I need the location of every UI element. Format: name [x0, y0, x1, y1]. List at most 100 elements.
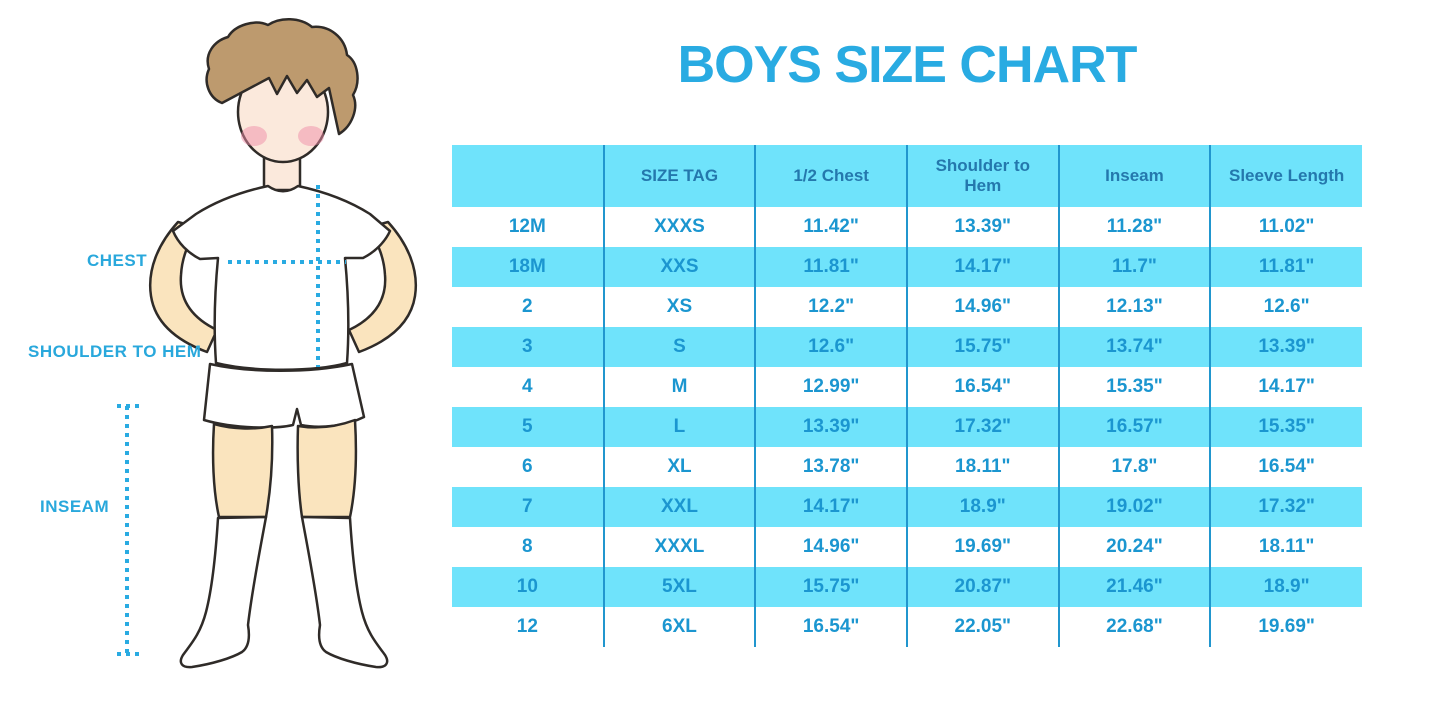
table-cell: 16.54" [1209, 447, 1362, 487]
table-cell: XXXL [602, 527, 756, 567]
table-cell: 11.42" [754, 207, 907, 247]
table-cell: 15.75" [754, 567, 907, 607]
table-header-row: SIZE TAG 1/2 Chest Shoulder to Hem Inseam Sl… [452, 145, 1362, 207]
table-cell: 12.6" [754, 327, 907, 367]
table-cell: 15.35" [1057, 367, 1211, 407]
table-cell: 15.75" [905, 327, 1059, 367]
table-cell: 18.11" [1209, 527, 1362, 567]
table-cell: 18.9" [1209, 567, 1362, 607]
table-cell: 16.54" [754, 607, 907, 647]
table-cell: 11.28" [1057, 207, 1211, 247]
column-header: 1/2 Chest [754, 145, 907, 207]
table-cell: 13.74" [1057, 327, 1211, 367]
table-cell: 13.78" [754, 447, 907, 487]
table-cell: 12.99" [754, 367, 907, 407]
table-row: 6 XL 13.78" 18.11" 17.8" 16.54" [452, 447, 1362, 487]
table-cell: 8 [522, 536, 533, 557]
table-cell: 19.02" [1057, 487, 1211, 527]
left-thigh [211, 422, 274, 519]
page-title: BOYS SIZE CHART [677, 36, 1138, 94]
t-shirt [171, 184, 392, 371]
inseam-label: INSEAM [40, 497, 110, 516]
shorts [202, 362, 366, 429]
right-sock [300, 515, 389, 669]
table-cell: 11.7" [1057, 247, 1211, 287]
chest-label: CHEST [87, 251, 148, 270]
table-cell: 5XL [602, 567, 756, 607]
table-cell: 10 [452, 567, 604, 607]
table-cell: 14.96" [905, 287, 1059, 327]
table-cell: 18.11" [905, 447, 1059, 487]
right-thigh [296, 418, 358, 519]
table-cell: 11.81" [1209, 247, 1362, 287]
table-cell: 22.68" [1057, 607, 1211, 647]
table-cell: 17.32" [905, 407, 1059, 447]
table-cell: 12 [516, 616, 538, 637]
hair [205, 18, 359, 136]
left-arm [148, 220, 219, 354]
table-cell: 5 [452, 407, 604, 447]
table-body: 12M XXXS 11.42" 13.39" 11.28" 11.02" 18M XXS 11.… [452, 207, 1362, 647]
table-row: 10 5XL 15.75" 20.87" 21.46" 18.9" [452, 567, 1362, 607]
table-cell: XXXS [602, 207, 756, 247]
table-row: 18M XXS 11.81" 14.17" 11.7" 11.81" [452, 247, 1362, 287]
table-cell: 19.69" [1209, 607, 1362, 647]
table-cell: 13.39" [905, 207, 1059, 247]
column-header: Sleeve Length [1209, 145, 1362, 207]
table-cell: 14.96" [754, 527, 907, 567]
table-row: 3 S 12.6" 15.75" 13.74" 13.39" [452, 327, 1362, 367]
table-cell: XXL [602, 487, 756, 527]
table-cell: 4 [522, 376, 533, 397]
table-cell: 7 [452, 487, 604, 527]
table-cell: 17.8" [1057, 447, 1211, 487]
table-row: 4 M 12.99" 16.54" 15.35" 14.17" [452, 367, 1362, 407]
table-cell: 11.81" [754, 247, 907, 287]
shoulder-to-hem-label: SHOULDER TO HEM [28, 342, 202, 361]
table-row: 12M XXXS 11.42" 13.39" 11.28" 11.02" [452, 207, 1362, 247]
size-table: SIZE TAG 1/2 Chest Shoulder to Hem Inseam Sl… [452, 145, 1362, 647]
boy-illustration [117, 18, 418, 669]
column-header: SIZE TAG [602, 145, 756, 207]
table-cell: M [602, 367, 756, 407]
table-cell: XXS [602, 247, 756, 287]
table-cell: XL [602, 447, 756, 487]
table-row: 12 6XL 16.54" 22.05" 22.68" 19.69" [452, 607, 1362, 647]
table-cell: 14.17" [1209, 367, 1362, 407]
table-row: 8 XXXL 14.96" 19.69" 20.24" 18.11" [452, 527, 1362, 567]
table-cell: 18M [452, 247, 604, 287]
left-cheek [241, 126, 267, 146]
table-cell: 6XL [602, 607, 756, 647]
table-cell: 22.05" [905, 607, 1059, 647]
table-cell: 20.87" [905, 567, 1059, 607]
table-cell: 17.32" [1209, 487, 1362, 527]
table-row: 5 L 13.39" 17.32" 16.57" 15.35" [452, 407, 1362, 447]
column-header: Inseam [1057, 145, 1211, 207]
table-cell: 3 [452, 327, 604, 367]
column-header [452, 145, 604, 207]
table-cell: 18.9" [905, 487, 1059, 527]
left-sock [179, 515, 268, 669]
column-header: Shoulder to Hem [905, 145, 1059, 207]
table-cell: 13.39" [754, 407, 907, 447]
table-cell: L [602, 407, 756, 447]
table-header: SIZE TAG 1/2 Chest Shoulder to Hem Inseam Sl… [452, 145, 1362, 207]
table-cell: 21.46" [1057, 567, 1211, 607]
table-cell: 2 [522, 296, 533, 317]
table-cell: 16.54" [905, 367, 1059, 407]
table-cell: XS [602, 287, 756, 327]
table-cell: 14.17" [754, 487, 907, 527]
table-cell: 12.6" [1209, 287, 1362, 327]
table-cell: 12.13" [1057, 287, 1211, 327]
table-cell: 12M [508, 216, 546, 237]
table-cell: S [602, 327, 756, 367]
table-cell: 20.24" [1057, 527, 1211, 567]
table-cell: 13.39" [1209, 327, 1362, 367]
table-row: 7 XXL 14.17" 18.9" 19.02" 17.32" [452, 487, 1362, 527]
right-cheek [298, 126, 324, 146]
table-cell: 14.17" [905, 247, 1059, 287]
table-cell: 6 [522, 456, 533, 477]
table-cell: 19.69" [905, 527, 1059, 567]
table-row: 2 XS 12.2" 14.96" 12.13" 12.6" [452, 287, 1362, 327]
table-cell: 16.57" [1057, 407, 1211, 447]
